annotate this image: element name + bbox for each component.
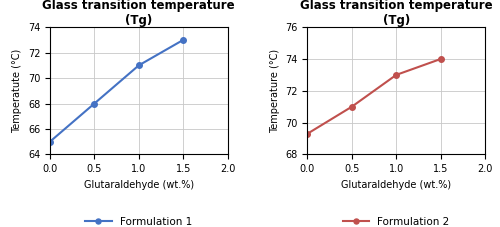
X-axis label: Glutaraldehyde (wt.%): Glutaraldehyde (wt.%) (341, 180, 452, 190)
Formulation 2 (304, 132, 310, 135)
Formulation 2 (393, 74, 399, 76)
Title: Glass transition temperature
(Tg): Glass transition temperature (Tg) (300, 0, 492, 27)
Title: Glass transition temperature
(Tg): Glass transition temperature (Tg) (42, 0, 235, 27)
Formulation 2 (349, 105, 355, 108)
Formulation 1 (136, 64, 142, 67)
Formulation 1 (92, 102, 98, 105)
Legend: Formulation 1: Formulation 1 (82, 213, 196, 227)
Formulation 2 (438, 58, 444, 60)
Legend: Formulation 2: Formulation 2 (338, 213, 454, 227)
Y-axis label: Temperature (°C): Temperature (°C) (270, 49, 280, 133)
Y-axis label: Temperatute (°C): Temperatute (°C) (12, 49, 22, 133)
Formulation 1 (180, 39, 186, 41)
X-axis label: Glutaraldehyde (wt.%): Glutaraldehyde (wt.%) (84, 180, 194, 190)
Line: Formulation 1: Formulation 1 (47, 37, 186, 144)
Formulation 1 (47, 140, 53, 143)
Line: Formulation 2: Formulation 2 (304, 56, 444, 136)
